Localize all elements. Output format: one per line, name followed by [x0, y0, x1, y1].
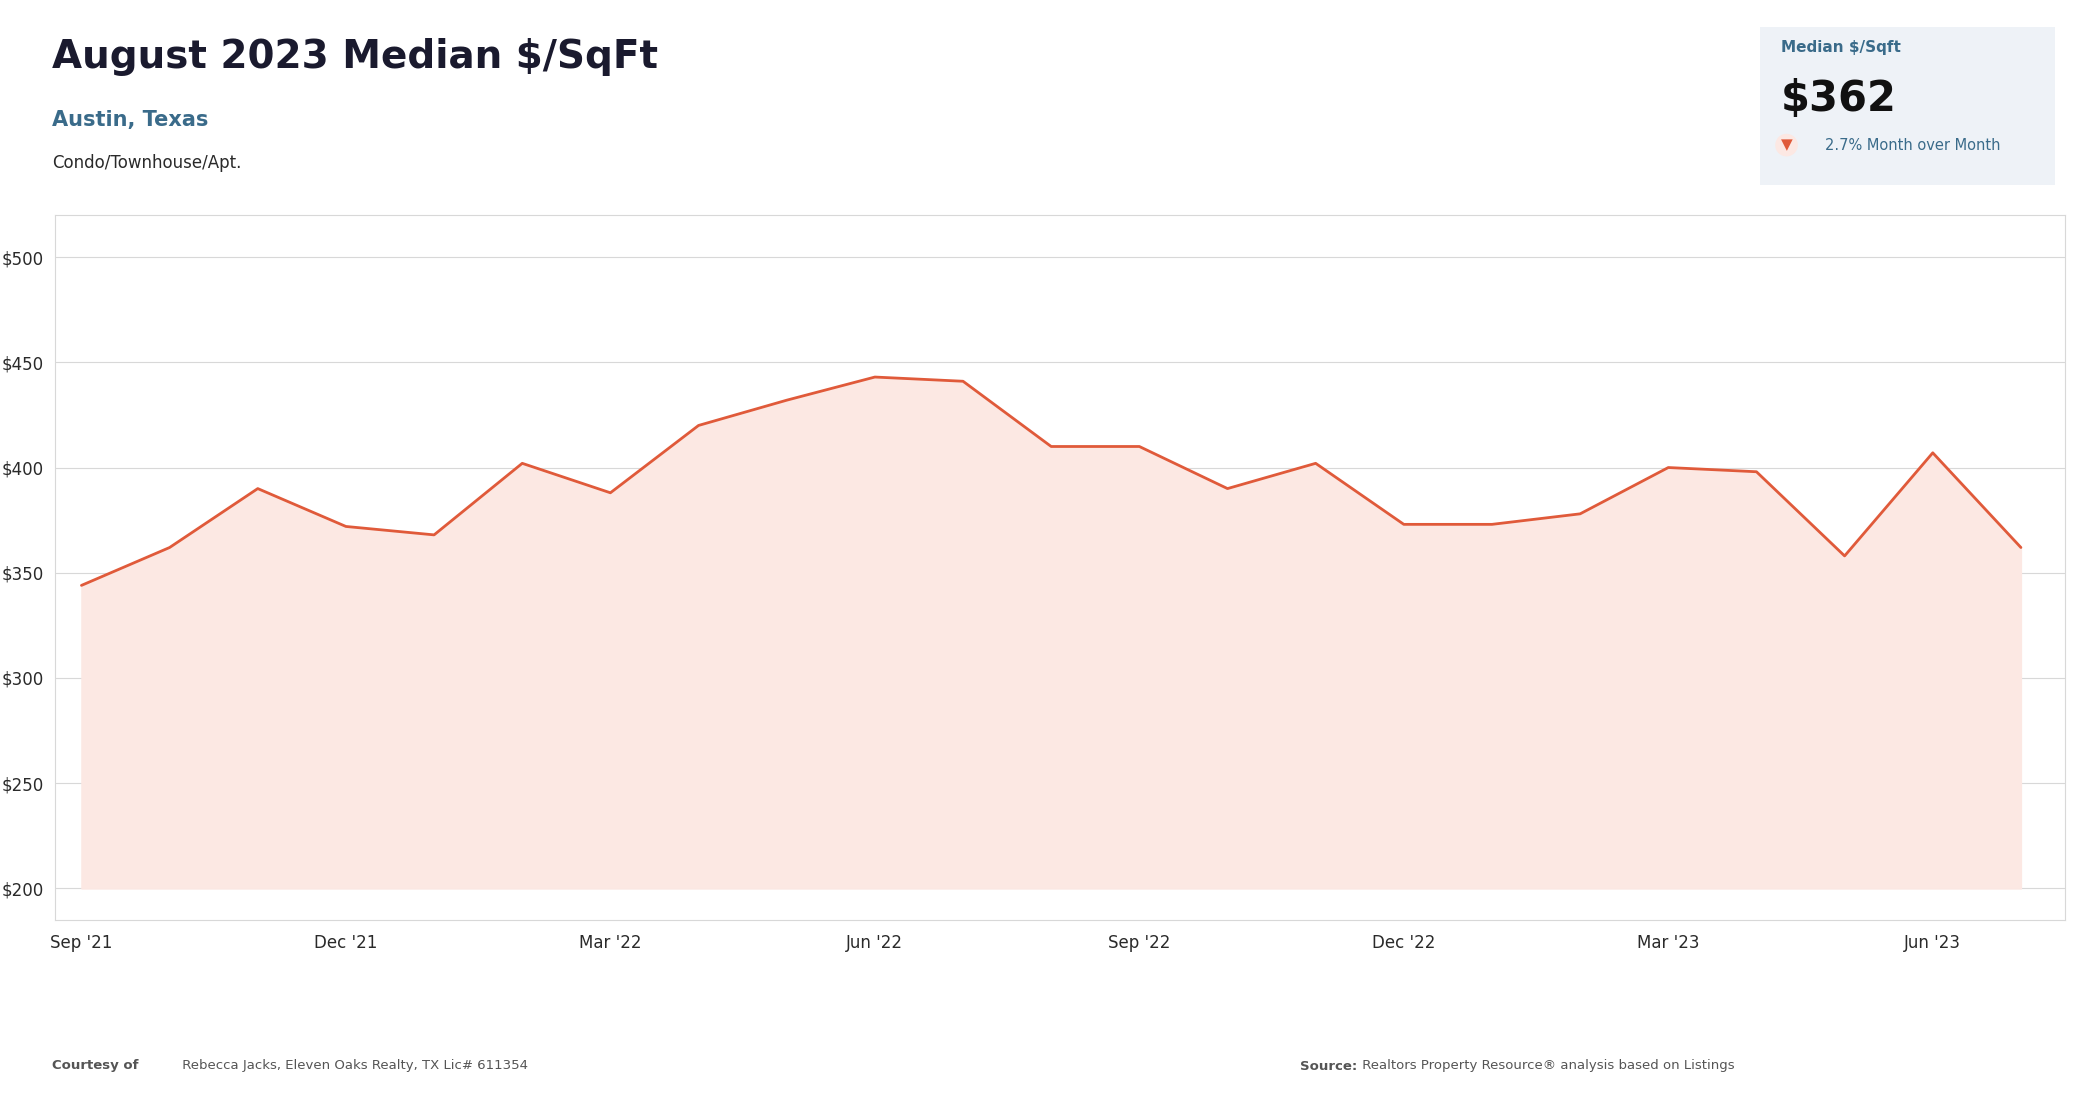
Text: 2.7% Month over Month: 2.7% Month over Month — [1826, 138, 2000, 153]
Text: Austin, Texas: Austin, Texas — [52, 110, 210, 130]
Text: ▼: ▼ — [1782, 138, 1792, 153]
Text: August 2023 Median $/SqFt: August 2023 Median $/SqFt — [52, 39, 658, 77]
Text: Rebecca Jacks, Eleven Oaks Realty, TX Lic# 611354: Rebecca Jacks, Eleven Oaks Realty, TX Li… — [178, 1059, 528, 1072]
Text: $362: $362 — [1782, 78, 1897, 120]
Text: Median $/Sqft: Median $/Sqft — [1782, 40, 1901, 55]
Text: Realtors Property Resource® analysis based on Listings: Realtors Property Resource® analysis bas… — [1358, 1059, 1735, 1072]
Text: Source:: Source: — [1300, 1059, 1356, 1072]
Text: Courtesy of: Courtesy of — [52, 1059, 138, 1072]
Text: Condo/Townhouse/Apt.: Condo/Townhouse/Apt. — [52, 154, 241, 172]
